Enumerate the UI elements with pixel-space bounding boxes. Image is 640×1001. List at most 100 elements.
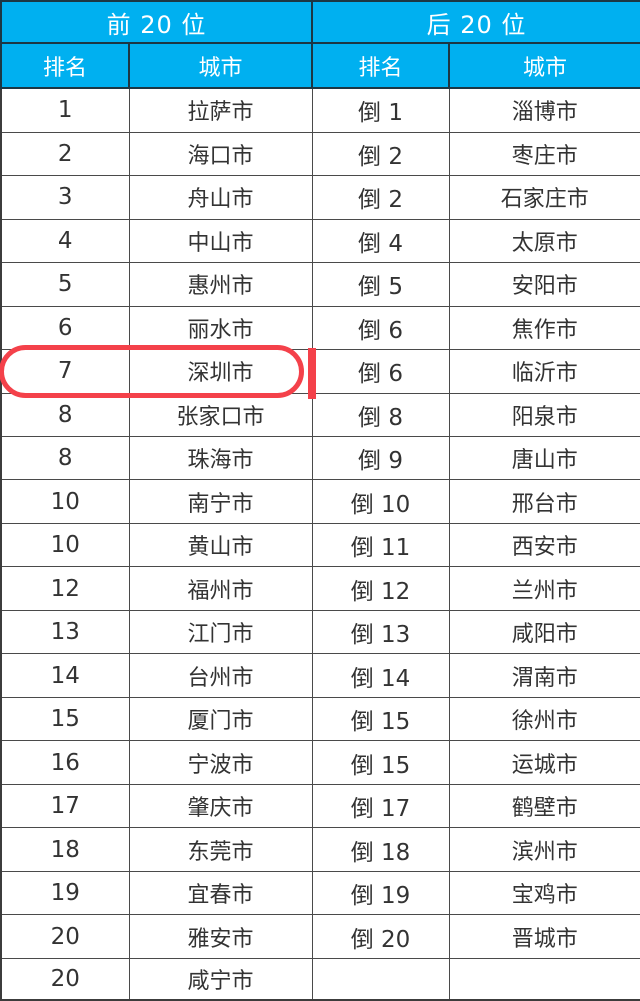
right-rank-cell: 倒 8 [311, 392, 450, 437]
left-city-cell: 珠海市 [128, 435, 313, 481]
right-rank-cell: 倒 4 [311, 218, 450, 264]
left-rank-cell: 1 [0, 87, 130, 133]
right-rank-cell: 倒 11 [311, 522, 450, 568]
right-rank-cell: 倒 6 [311, 305, 450, 351]
left-city-cell: 南宁市 [128, 479, 313, 524]
left-city-cell: 张家口市 [128, 392, 313, 437]
right-city-cell: 运城市 [448, 740, 640, 785]
right-city-cell: 太原市 [448, 218, 640, 264]
right-rank-cell: 倒 18 [311, 827, 450, 872]
left-rank-cell: 19 [0, 870, 130, 916]
table-row: 13 江门市 倒 13 咸阳市 [0, 609, 640, 655]
right-city-cell: 咸阳市 [448, 609, 640, 655]
right-city-cell [448, 957, 640, 1001]
left-rank-cell: 5 [0, 262, 130, 307]
right-rank-cell: 倒 10 [311, 479, 450, 524]
right-rank-cell: 倒 9 [311, 435, 450, 481]
left-rank-cell: 8 [0, 392, 130, 437]
left-rank-cell: 13 [0, 609, 130, 655]
table-row: 10 黄山市 倒 11 西安市 [0, 522, 640, 568]
left-city-cell: 江门市 [128, 609, 313, 655]
column-header-row: 排名 城市 排名 城市 [0, 42, 640, 89]
left-rank-cell: 6 [0, 305, 130, 351]
table-row: 10 南宁市 倒 10 邢台市 [0, 479, 640, 524]
table-row: 20 咸宁市 [0, 957, 640, 1001]
right-rank-cell: 倒 19 [311, 870, 450, 916]
left-rank-cell: 18 [0, 827, 130, 872]
left-city-cell: 丽水市 [128, 305, 313, 351]
right-city-cell: 焦作市 [448, 305, 640, 351]
table-row: 18 东莞市 倒 18 滨州市 [0, 827, 640, 872]
right-city-cell: 石家庄市 [448, 175, 640, 220]
table-header: 前 20 位 后 20 位 排名 城市 排名 城市 [0, 0, 640, 89]
table-row: 4 中山市 倒 4 太原市 [0, 218, 640, 264]
right-rank-cell: 倒 15 [311, 740, 450, 785]
right-city-cell: 徐州市 [448, 696, 640, 742]
left-city-cell: 拉萨市 [128, 87, 313, 133]
table-row: 17 肇庆市 倒 17 鹤壁市 [0, 783, 640, 829]
left-rank-cell: 20 [0, 914, 130, 959]
right-city-cell: 晋城市 [448, 914, 640, 959]
left-city-cell: 中山市 [128, 218, 313, 264]
right-rank-cell: 倒 15 [311, 696, 450, 742]
right-city-cell: 临沂市 [448, 349, 640, 394]
table-row: 16 宁波市 倒 15 运城市 [0, 740, 640, 785]
left-city-cell: 黄山市 [128, 522, 313, 568]
left-city-cell: 厦门市 [128, 696, 313, 742]
right-city-cell: 兰州市 [448, 566, 640, 611]
right-rank-cell: 倒 17 [311, 783, 450, 829]
left-rank-cell: 4 [0, 218, 130, 264]
left-rank-cell: 3 [0, 175, 130, 220]
table-row: 5 惠州市 倒 5 安阳市 [0, 262, 640, 307]
table-row: 19 宜春市 倒 19 宝鸡市 [0, 870, 640, 916]
table-row: 3 舟山市 倒 2 石家庄市 [0, 175, 640, 220]
right-rank-cell [311, 957, 450, 1001]
right-rank-cell: 倒 13 [311, 609, 450, 655]
left-city-cell: 福州市 [128, 566, 313, 611]
right-city-cell: 淄博市 [448, 87, 640, 133]
right-city-cell: 滨州市 [448, 827, 640, 872]
right-rank-cell: 倒 1 [311, 87, 450, 133]
left-rank-cell: 10 [0, 479, 130, 524]
right-rank-cell: 倒 20 [311, 914, 450, 959]
table-row: 6 丽水市 倒 6 焦作市 [0, 305, 640, 351]
right-rank-cell: 倒 12 [311, 566, 450, 611]
right-city-cell: 枣庄市 [448, 131, 640, 177]
left-rank-cell: 7 [0, 349, 130, 394]
right-city-cell: 阳泉市 [448, 392, 640, 437]
right-city-cell: 唐山市 [448, 435, 640, 481]
left-city-cell: 宜春市 [128, 870, 313, 916]
left-rank-cell: 10 [0, 522, 130, 568]
table-row: 8 珠海市 倒 9 唐山市 [0, 435, 640, 481]
left-city-cell: 惠州市 [128, 262, 313, 307]
bottom20-group-header: 后 20 位 [311, 0, 640, 44]
right-city-cell: 西安市 [448, 522, 640, 568]
left-rank-cell: 8 [0, 435, 130, 481]
left-city-cell: 舟山市 [128, 175, 313, 220]
left-city-cell: 海口市 [128, 131, 313, 177]
left-city-cell: 台州市 [128, 653, 313, 698]
left-rank-cell: 2 [0, 131, 130, 177]
right-city-cell: 渭南市 [448, 653, 640, 698]
column-header-city-left: 城市 [127, 42, 314, 89]
table-row: 12 福州市 倒 12 兰州市 [0, 566, 640, 611]
right-rank-cell: 倒 2 [311, 131, 450, 177]
table-row: 20 雅安市 倒 20 晋城市 [0, 914, 640, 959]
left-city-cell: 东莞市 [128, 827, 313, 872]
table-body: 1 拉萨市 倒 1 淄博市 2 海口市 倒 2 枣庄市 3 舟山市 倒 2 石家… [0, 87, 640, 1001]
left-rank-cell: 17 [0, 783, 130, 829]
left-city-cell: 咸宁市 [128, 957, 313, 1001]
column-header-rank-right: 排名 [311, 42, 451, 89]
column-header-rank-left: 排名 [0, 42, 130, 89]
left-city-cell: 雅安市 [128, 914, 313, 959]
left-rank-cell: 12 [0, 566, 130, 611]
right-rank-cell: 倒 5 [311, 262, 450, 307]
left-city-cell: 宁波市 [128, 740, 313, 785]
left-rank-cell: 16 [0, 740, 130, 785]
left-rank-cell: 15 [0, 696, 130, 742]
right-city-cell: 宝鸡市 [448, 870, 640, 916]
table-row: 8 张家口市 倒 8 阳泉市 [0, 392, 640, 437]
table-row: 15 厦门市 倒 15 徐州市 [0, 696, 640, 742]
left-city-cell: 深圳市 [128, 349, 313, 394]
